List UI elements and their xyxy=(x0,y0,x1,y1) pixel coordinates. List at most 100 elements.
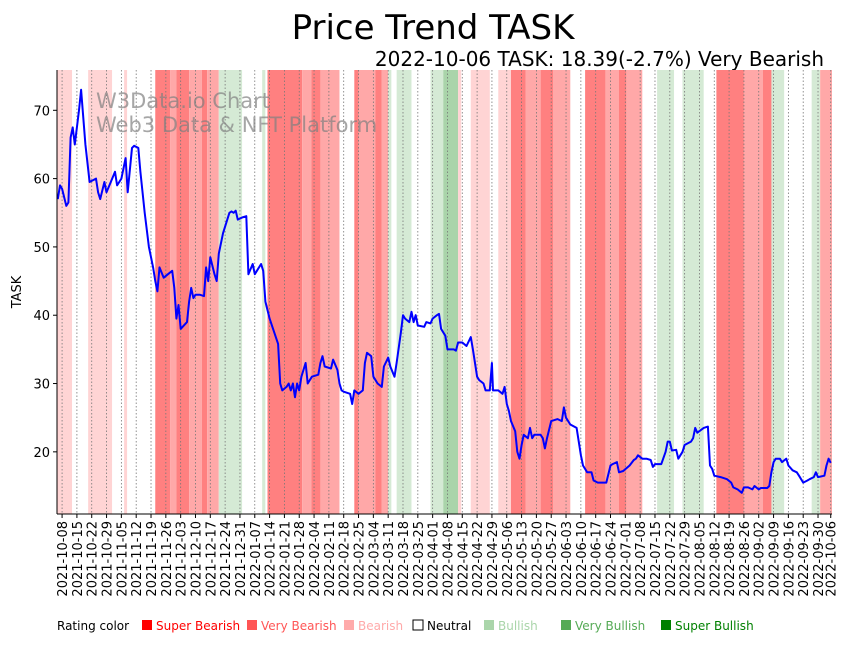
legend-swatch xyxy=(661,620,671,630)
rating-bands xyxy=(57,70,832,514)
legend-label: Bullish xyxy=(498,619,538,633)
rating-band xyxy=(207,70,219,514)
rating-band xyxy=(155,70,171,514)
x-tick-label: 2022-08-05 xyxy=(693,521,708,597)
x-tick-label: 2021-11-05 xyxy=(115,521,130,597)
x-tick-label: 2022-05-27 xyxy=(545,521,560,597)
x-tick-label: 2022-08-12 xyxy=(708,521,723,597)
x-tick-label: 2022-04-15 xyxy=(456,521,471,597)
x-tick-label: 2022-09-30 xyxy=(812,521,827,597)
x-tick-label: 2021-10-08 xyxy=(56,521,71,597)
x-tick-label: 2022-05-20 xyxy=(530,521,545,597)
rating-band xyxy=(57,70,73,514)
legend-swatch xyxy=(247,620,257,630)
price-line xyxy=(56,88,832,494)
legend: Rating color Super Bearish Very Bearish Bea… xyxy=(57,619,754,633)
x-tick-label: 2022-06-10 xyxy=(575,521,590,597)
legend-label: Super Bearish xyxy=(156,619,240,633)
x-tick-label: 2022-04-22 xyxy=(471,521,486,597)
rating-band xyxy=(762,70,772,514)
rating-band xyxy=(820,70,832,514)
rating-band xyxy=(354,70,359,514)
x-tick-label: 2022-07-15 xyxy=(649,521,664,597)
legend-swatch xyxy=(344,620,354,630)
y-tick-label: 20 xyxy=(33,446,50,461)
rating-band xyxy=(743,70,763,514)
y-tick-label: 30 xyxy=(33,378,50,393)
legend-label: Very Bearish xyxy=(261,619,337,633)
y-tick-label: 70 xyxy=(33,104,50,119)
watermark-line-2: Web3 Data & NFT Platform xyxy=(96,113,377,137)
rating-band xyxy=(88,70,113,514)
x-tick-label: 2022-09-02 xyxy=(753,521,768,597)
rating-band xyxy=(375,70,382,514)
rating-band xyxy=(540,70,554,514)
x-tick-label: 2021-10-29 xyxy=(101,521,116,597)
legend-swatch xyxy=(561,620,571,630)
x-tick-label: 2022-01-28 xyxy=(293,521,308,597)
x-tick-label: 2021-11-26 xyxy=(160,521,175,597)
x-tick-label: 2022-04-01 xyxy=(427,521,442,597)
x-tick-label: 2022-09-23 xyxy=(797,521,812,597)
x-tick-label: 2022-06-03 xyxy=(560,521,575,597)
legend-title: Rating color xyxy=(57,619,129,633)
rating-band xyxy=(605,70,619,514)
rating-band xyxy=(388,70,392,514)
legend-swatch xyxy=(484,620,494,630)
x-tick-label: 2021-10-15 xyxy=(71,521,86,597)
x-tick-label: 2022-01-07 xyxy=(249,521,264,597)
rating-band xyxy=(510,70,526,514)
x-tick-label: 2022-05-13 xyxy=(516,521,531,597)
x-tick-label: 2022-09-09 xyxy=(768,521,783,597)
axes: 2021-10-08 2021-10-15 2021-10-22 2021-10-29… xyxy=(33,70,840,597)
rating-band xyxy=(170,70,177,514)
rating-band xyxy=(525,70,541,514)
y-axis-label: TASK xyxy=(10,275,25,309)
rating-band xyxy=(124,70,128,514)
x-tick-label: 2022-02-18 xyxy=(338,521,353,597)
rating-band xyxy=(585,70,606,514)
x-tick-label: 2022-01-21 xyxy=(278,521,293,597)
x-tick-label: 2021-10-22 xyxy=(86,521,101,597)
y-tick-label: 40 xyxy=(33,309,50,324)
x-tick-label: 2022-04-08 xyxy=(441,521,456,597)
x-tick-label: 2021-11-19 xyxy=(145,521,160,597)
rating-band xyxy=(302,70,312,514)
x-tick-label: 2021-12-17 xyxy=(204,521,219,597)
x-tick-label: 2022-02-11 xyxy=(323,521,338,597)
x-tick-label: 2022-08-26 xyxy=(738,521,753,597)
x-tick-label: 2022-07-01 xyxy=(619,521,634,597)
x-tick-label: 2022-07-08 xyxy=(634,521,649,597)
rating-band xyxy=(682,70,704,514)
rating-band xyxy=(458,70,462,514)
y-tick-label: 50 xyxy=(33,241,50,256)
rating-band xyxy=(176,70,190,514)
rating-band xyxy=(267,70,303,514)
rating-band xyxy=(553,70,571,514)
watermark-line-1: W3Data.io Chart xyxy=(96,89,270,113)
legend-label: Neutral xyxy=(427,619,471,633)
x-tick-label: 2021-12-31 xyxy=(234,521,249,597)
x-tick-label: 2022-02-04 xyxy=(308,521,323,597)
rating-band xyxy=(218,70,243,514)
rating-band xyxy=(470,70,490,514)
rating-band xyxy=(396,70,412,514)
rating-band xyxy=(716,70,744,514)
x-tick-label: 2022-03-25 xyxy=(412,521,427,597)
x-tick-label: 2022-07-29 xyxy=(679,521,694,597)
chart-subtitle: 2022-10-06 TASK: 18.39(-2.7%) Very Beari… xyxy=(375,47,824,71)
x-tick-label: 2022-05-06 xyxy=(501,521,516,597)
x-tick-label: 2022-06-24 xyxy=(605,521,620,597)
x-tick-label: 2022-08-19 xyxy=(723,521,738,597)
x-tick-label: 2022-03-04 xyxy=(367,521,382,597)
rating-band xyxy=(311,70,321,514)
rating-band xyxy=(626,70,643,514)
x-tick-label: 2022-04-29 xyxy=(486,521,501,597)
legend-label: Very Bullish xyxy=(575,619,645,633)
chart-title: Price Trend TASK xyxy=(292,8,577,48)
rating-band xyxy=(443,70,459,514)
rating-band xyxy=(498,70,511,514)
x-tick-label: 2022-03-11 xyxy=(382,521,397,597)
rating-band xyxy=(358,70,376,514)
legend-label: Super Bullish xyxy=(675,619,754,633)
